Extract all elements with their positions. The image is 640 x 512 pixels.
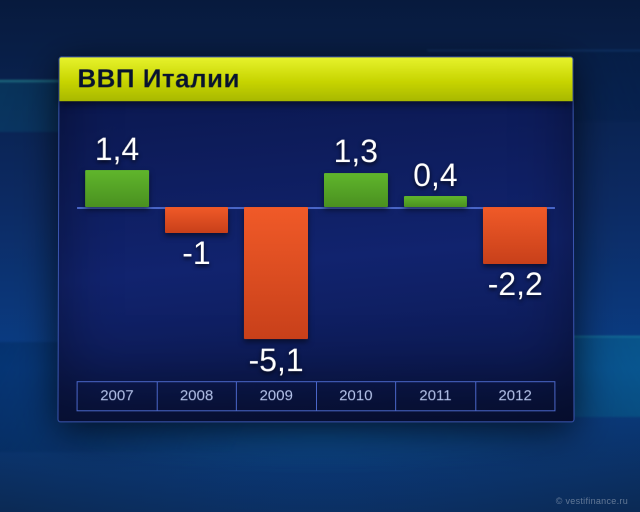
axis-label: 2007 xyxy=(77,381,157,411)
value-label: -2,2 xyxy=(475,266,555,303)
chart-title: ВВП Италии xyxy=(77,63,240,94)
value-label: 1,3 xyxy=(316,133,396,170)
bar xyxy=(85,170,149,206)
stage: ВВП Италии 1,4-1-5,11,30,4-2,2 200720082… xyxy=(0,0,640,512)
axis-label: 2008 xyxy=(156,381,236,411)
bar xyxy=(483,207,547,264)
axis-label: 2011 xyxy=(395,381,475,411)
bar xyxy=(244,207,308,340)
bar xyxy=(324,173,388,207)
chart-panel: ВВП Италии 1,4-1-5,11,30,4-2,2 200720082… xyxy=(57,56,574,422)
value-label: 1,4 xyxy=(77,131,157,168)
x-axis: 200720082009201020112012 xyxy=(77,381,556,411)
watermark: © vestifinance.ru xyxy=(556,496,628,506)
axis-label: 2009 xyxy=(236,381,316,411)
axis-label: 2012 xyxy=(475,381,556,411)
bar xyxy=(404,196,468,206)
title-bar: ВВП Италии xyxy=(59,57,572,101)
value-label: -1 xyxy=(157,235,237,272)
chart-area: 1,4-1-5,11,30,4-2,2 xyxy=(77,113,556,373)
bar xyxy=(165,207,229,233)
axis-label: 2010 xyxy=(315,381,395,411)
value-label: -5,1 xyxy=(236,342,316,379)
value-label: 0,4 xyxy=(396,157,476,194)
